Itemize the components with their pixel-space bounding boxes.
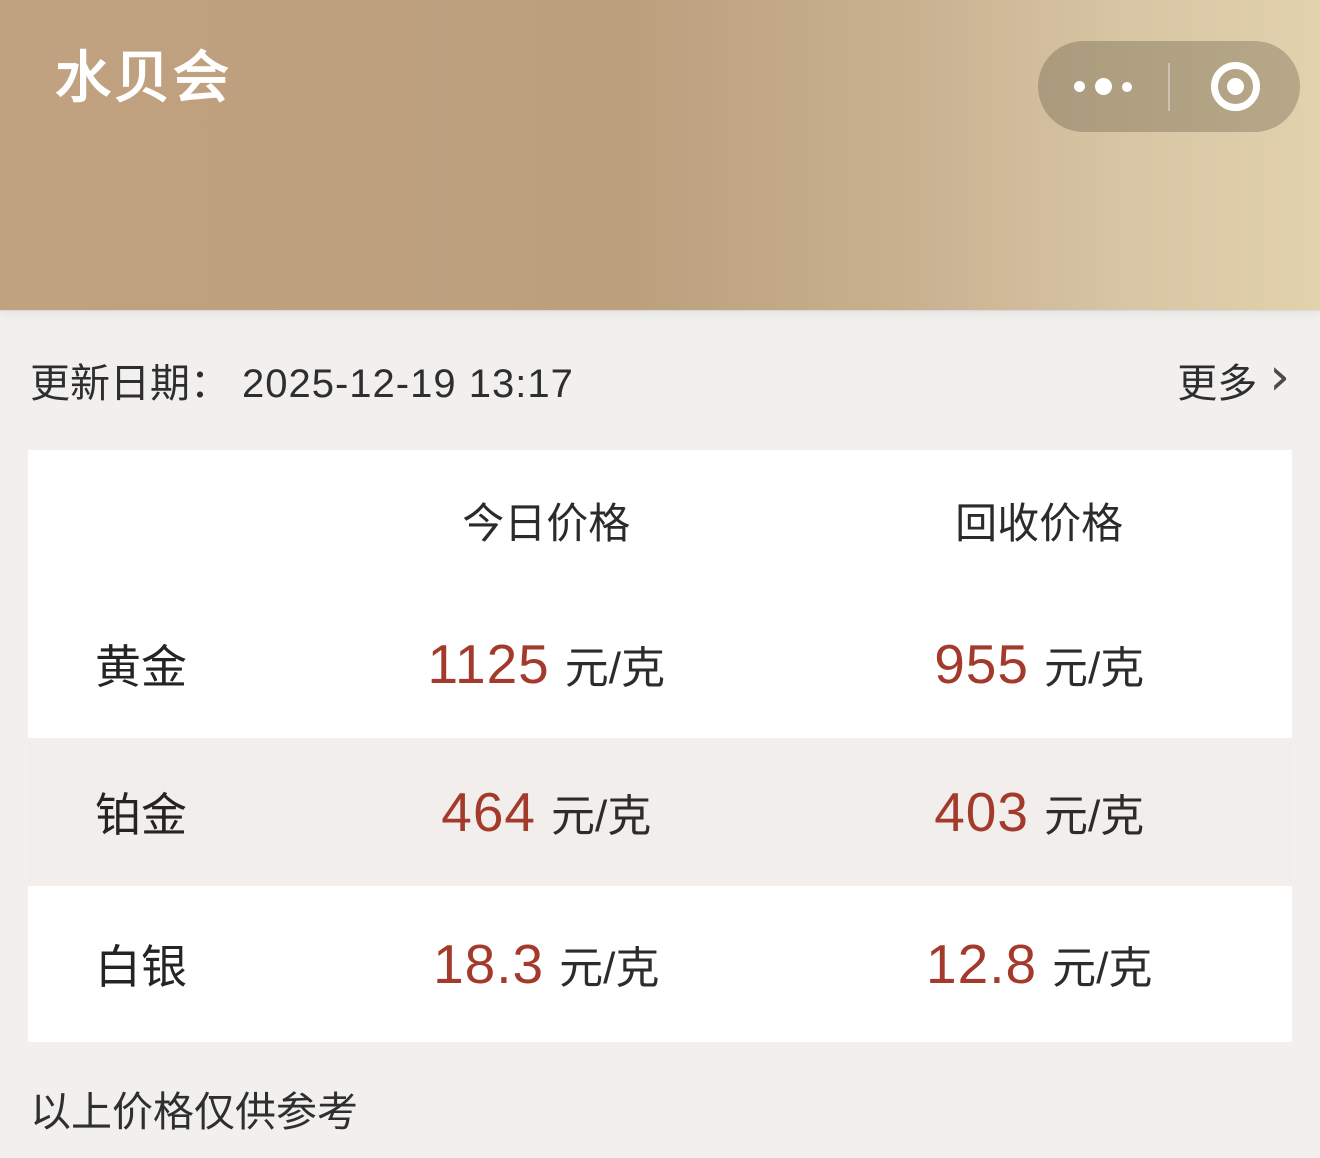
price-unit: 元/克	[559, 944, 660, 993]
table-row-platinum: 铂金 464 元/克 403 元/克	[28, 738, 1292, 886]
close-circle-icon	[1210, 62, 1260, 111]
price-table: 今日价格 回收价格 黄金 1125 元/克 955 元/克 铂金 464 元/克…	[28, 450, 1292, 1042]
ellipsis-dot	[1095, 78, 1112, 95]
today-price-value: 1125	[427, 633, 550, 695]
today-price-cell: 464 元/克	[306, 780, 786, 844]
table-row-gold: 黄金 1125 元/克 955 元/克	[28, 590, 1292, 738]
update-date-label: 更新日期：	[30, 362, 230, 406]
update-datetime: 2025-12-19 13:17	[242, 362, 574, 406]
close-circle-dot	[1226, 78, 1244, 95]
recycle-price-value: 403	[934, 781, 1029, 843]
price-unit: 元/克	[564, 644, 665, 693]
ellipsis-dot	[1074, 81, 1085, 92]
today-price-value: 18.3	[433, 933, 545, 995]
recycle-price-cell: 403 元/克	[786, 780, 1292, 844]
capsule-divider	[1168, 62, 1170, 111]
price-unit: 元/克	[1043, 644, 1145, 693]
column-header-recycle: 回收价格	[955, 499, 1124, 547]
recycle-price-cell: 12.8 元/克	[786, 932, 1292, 996]
more-link-label: 更多	[1177, 362, 1258, 406]
metal-name: 黄金	[95, 641, 187, 693]
metal-name: 白银	[95, 941, 187, 993]
table-row-silver: 白银 18.3 元/克 12.8 元/克	[28, 886, 1292, 1042]
disclaimer: 以上价格仅供参考	[30, 1089, 358, 1135]
table-header-row: 今日价格 回收价格	[28, 450, 1292, 590]
recycle-price-value: 12.8	[926, 933, 1038, 995]
column-header-today: 今日价格	[462, 499, 631, 547]
metal-name: 铂金	[95, 789, 187, 841]
today-price-value: 464	[441, 781, 536, 843]
update-date-text: 更新日期： 2025-12-19 13:17	[30, 351, 574, 409]
app-header: 水贝会	[0, 0, 1320, 310]
recycle-price-cell: 955 元/克	[786, 632, 1292, 696]
wechat-capsule	[1038, 41, 1300, 132]
close-button[interactable]	[1170, 41, 1300, 132]
recycle-price-value: 955	[934, 633, 1029, 695]
update-bar: 更新日期： 2025-12-19 13:17 更多 ›	[0, 310, 1320, 450]
ellipsis-icon	[1074, 78, 1132, 95]
page-title: 水贝会	[55, 46, 232, 109]
today-price-cell: 18.3 元/克	[306, 932, 786, 996]
ellipsis-dot	[1122, 81, 1132, 92]
price-unit: 元/克	[551, 792, 652, 841]
chevron-right-icon: ›	[1269, 347, 1290, 407]
more-link[interactable]: 更多 ›	[1177, 351, 1290, 409]
more-button[interactable]	[1038, 41, 1168, 132]
price-unit: 元/克	[1052, 944, 1153, 993]
price-unit: 元/克	[1043, 792, 1145, 841]
today-price-cell: 1125 元/克	[306, 632, 786, 696]
